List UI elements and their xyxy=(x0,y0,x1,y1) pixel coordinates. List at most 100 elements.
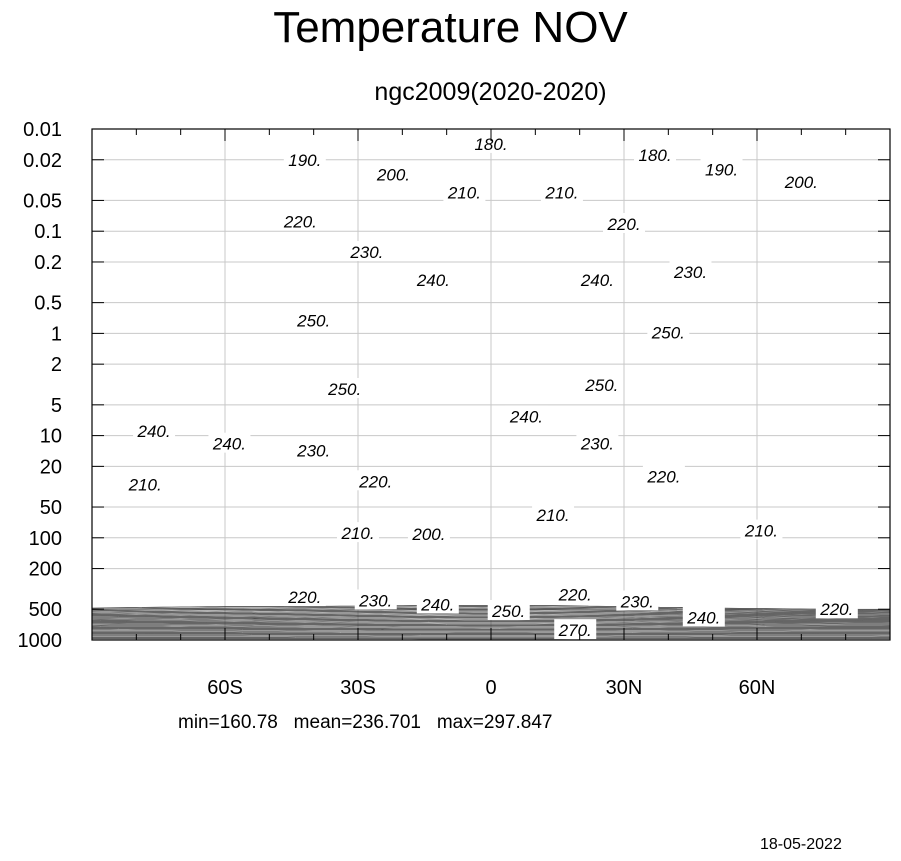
contour-label: 240. xyxy=(580,271,614,290)
contour-label: 210. xyxy=(128,475,162,494)
contour-label-bg xyxy=(576,432,619,453)
y-tick-label: 100 xyxy=(29,528,62,550)
x-tick-label: 60N xyxy=(739,677,776,699)
contour-label-bg xyxy=(337,522,379,543)
contour-label-bg xyxy=(487,599,530,620)
contour-label-bg xyxy=(554,619,597,640)
contour-label: 190. xyxy=(288,151,321,170)
contour-label: 220. xyxy=(606,215,640,234)
contour-label: 200. xyxy=(411,525,445,544)
contour-label: 240. xyxy=(686,608,720,627)
contour-label: 210. xyxy=(340,524,374,543)
contour-label: 220. xyxy=(283,212,317,231)
contour-label: 180. xyxy=(638,146,671,165)
contour-label-bg xyxy=(647,321,690,342)
contour-label-bg xyxy=(208,432,251,453)
y-tick-label: 0.1 xyxy=(34,221,62,243)
y-tick-label: 2 xyxy=(51,354,62,376)
contour-line xyxy=(91,614,890,618)
y-tick-label: 10 xyxy=(40,426,62,448)
y-tick-label: 20 xyxy=(40,456,62,478)
contour-label: 230. xyxy=(673,263,707,282)
stat-mean: mean=236.701 xyxy=(293,712,421,733)
y-tick-label: 0.2 xyxy=(34,252,62,274)
contour-label-bg xyxy=(669,260,712,281)
contour-label-bg xyxy=(505,405,548,426)
contour-label-bg xyxy=(283,148,326,169)
date-stamp: 18-05-2022 xyxy=(760,836,842,853)
contour-label: 210. xyxy=(744,522,778,541)
contour-label-bg xyxy=(634,144,677,165)
contour-label-bg xyxy=(470,132,512,153)
stat-max: max=297.847 xyxy=(436,712,553,733)
contour-label-bg xyxy=(133,419,176,440)
stats-line: min=160.78 mean=236.701 max=297.847 xyxy=(178,712,553,734)
contour-label: 240. xyxy=(416,271,450,290)
contour-label-bg xyxy=(283,586,326,607)
contour-label: 270. xyxy=(558,621,592,640)
contour-label: 200. xyxy=(784,173,818,192)
contour-label-bg xyxy=(354,589,397,610)
contour-label: 240. xyxy=(212,435,246,454)
contour-label-bg xyxy=(443,181,486,202)
contour-label: 240. xyxy=(420,596,454,615)
contour-label-bg xyxy=(540,181,583,202)
x-tick-label: 30N xyxy=(606,677,643,699)
grid-lines xyxy=(92,128,890,641)
contour-label: 230. xyxy=(620,592,654,611)
contour-label-bg xyxy=(412,268,455,289)
contour-label: 220. xyxy=(819,600,853,619)
contour-label: 190. xyxy=(705,161,738,180)
y-tick-label: 1 xyxy=(51,323,62,345)
contour-label: 250. xyxy=(584,376,618,395)
axis-ticks xyxy=(92,128,890,641)
contour-label-bg xyxy=(682,606,725,627)
contour-label-bg xyxy=(416,593,459,614)
contour-label: 230. xyxy=(580,435,614,454)
y-tick-label: 0.5 xyxy=(34,293,62,315)
contour-label: 220. xyxy=(287,588,321,607)
contour-label: 210. xyxy=(544,184,578,203)
contour-label-bg xyxy=(279,210,322,231)
y-tick-label: 500 xyxy=(29,599,62,621)
contour-label-bg xyxy=(532,504,575,525)
y-tick-label: 1000 xyxy=(18,630,63,652)
contour-label: 250. xyxy=(491,602,525,621)
contour-label: 220. xyxy=(358,472,392,491)
stat-min: min=160.78 xyxy=(178,712,278,733)
contour-label: 240. xyxy=(137,422,171,441)
contour-label-bg xyxy=(815,598,858,619)
contour-label-bg xyxy=(292,439,335,460)
contour-line xyxy=(92,627,890,630)
contour-label: 240. xyxy=(509,407,543,426)
contour-label-bg xyxy=(616,590,659,611)
y-axis-labels: 0.01 0.02 0.05 0.1 0.2 0.5 1 2 5 10 20 50 100 200 500 1… xyxy=(18,119,63,652)
contour-label-bg xyxy=(292,309,335,330)
contour-label-bg xyxy=(345,241,388,262)
contour-label-bg xyxy=(603,212,645,233)
y-tick-label: 0.02 xyxy=(23,150,62,172)
y-tick-label: 0.01 xyxy=(23,119,62,141)
contour-label: 210. xyxy=(447,184,481,203)
contour-label: 220. xyxy=(646,467,680,486)
contour-label-bg xyxy=(554,583,597,604)
contour-label-bg xyxy=(780,170,823,191)
contour-label-bg xyxy=(576,268,619,289)
x-axis-labels: 60S 30S 0 30N 60N xyxy=(207,677,775,699)
contour-label-bg xyxy=(700,158,743,179)
contour-label-bg xyxy=(642,465,685,486)
contour-labels: 180. 180. 190. 190. 200. 200. 210. 210. 220. 220.… xyxy=(124,132,858,640)
x-tick-label: 0 xyxy=(485,677,496,699)
contour-label: 250. xyxy=(327,380,361,399)
contour-lines xyxy=(91,605,891,641)
contour-label: 250. xyxy=(651,324,685,343)
contour-label-bg xyxy=(580,374,623,395)
contour-label: 200. xyxy=(376,166,410,185)
contour-label-bg xyxy=(407,523,450,544)
chart-title: Temperature NOV xyxy=(273,3,628,52)
contour-label-bg xyxy=(124,473,167,494)
contour-line xyxy=(92,626,890,628)
contour-label-bg xyxy=(372,163,415,184)
contour-label-bg xyxy=(354,470,397,491)
